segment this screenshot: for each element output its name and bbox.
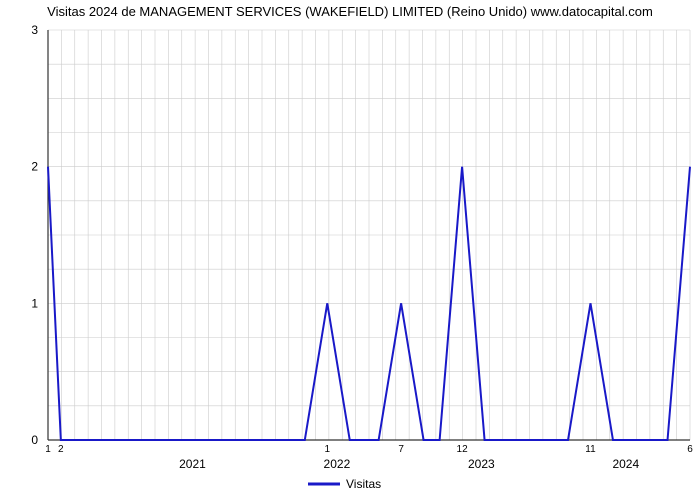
x-value-label: 7 <box>398 444 404 455</box>
x-value-label: 12 <box>457 444 469 455</box>
x-value-label: 1 <box>45 444 51 455</box>
y-tick-label: 2 <box>31 160 38 174</box>
x-value-label: 1 <box>324 444 330 455</box>
x-value-label: 6 <box>687 444 693 455</box>
x-year-label: 2021 <box>179 457 206 471</box>
y-tick-label: 3 <box>31 23 38 37</box>
chart-container: Visitas 2024 de MANAGEMENT SERVICES (WAK… <box>0 0 700 500</box>
y-tick-label: 0 <box>31 433 38 447</box>
x-year-label: 2024 <box>612 457 639 471</box>
x-year-label: 2022 <box>324 457 351 471</box>
x-year-label: 2023 <box>468 457 495 471</box>
y-tick-label: 1 <box>31 296 38 310</box>
x-value-label: 11 <box>585 444 596 455</box>
visitas-line-chart: Visitas 2024 de MANAGEMENT SERVICES (WAK… <box>0 0 700 500</box>
legend-label: Visitas <box>346 477 381 491</box>
x-value-label: 2 <box>58 444 64 455</box>
chart-title: Visitas 2024 de MANAGEMENT SERVICES (WAK… <box>47 4 653 19</box>
